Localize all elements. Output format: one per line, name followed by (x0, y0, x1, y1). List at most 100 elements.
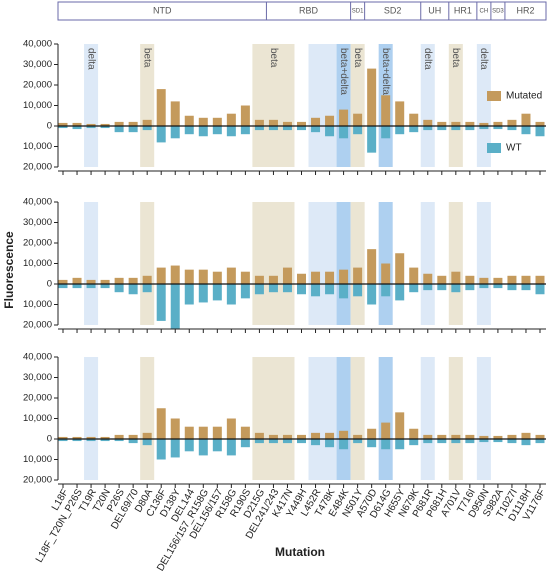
highlight-band (308, 44, 337, 167)
bar (212, 126, 222, 135)
bar (367, 126, 377, 153)
bar (268, 434, 278, 439)
bar (353, 267, 363, 284)
highlight-band (140, 44, 155, 167)
bar (58, 439, 68, 442)
bar (493, 277, 503, 284)
bar (212, 426, 222, 439)
bar (423, 284, 433, 291)
y-tick-label: 20,000 (23, 393, 52, 404)
bar (493, 284, 503, 289)
bar (114, 284, 124, 293)
bar (339, 126, 349, 139)
bar (353, 434, 363, 439)
bar (311, 284, 321, 297)
y-tick-label: 0 (47, 279, 52, 290)
highlight-band (350, 202, 365, 325)
bar (297, 434, 306, 439)
bar (156, 439, 166, 460)
bar (507, 439, 517, 444)
bar (282, 121, 292, 126)
bar (353, 439, 363, 444)
bar (451, 121, 461, 126)
bar (521, 284, 531, 291)
highlight-band (84, 44, 99, 167)
bar (479, 284, 489, 289)
bar (282, 126, 292, 131)
bar (72, 122, 82, 126)
domain-label: HR2 (516, 5, 534, 15)
bar (58, 284, 68, 289)
bar (437, 121, 447, 126)
bar (465, 126, 475, 131)
bar (521, 113, 531, 126)
bar (254, 275, 264, 284)
y-tick-label: 40,000 (23, 352, 52, 363)
bar (184, 115, 194, 126)
bar (409, 439, 419, 446)
y-tick-label: 40,000 (23, 197, 52, 208)
bar (507, 126, 517, 131)
bar (184, 126, 194, 135)
bar (297, 121, 306, 126)
bar (535, 439, 545, 444)
bar (198, 439, 208, 456)
bar (156, 284, 166, 321)
bar (142, 439, 152, 446)
bar (268, 439, 278, 444)
band-label: delta (478, 48, 489, 70)
bar (240, 439, 250, 448)
band-label: beta (142, 48, 153, 68)
bar (311, 117, 321, 126)
bar (423, 434, 433, 439)
bar (451, 434, 461, 439)
bar (535, 126, 545, 137)
bar (311, 126, 321, 133)
bar (128, 121, 138, 126)
bar (311, 432, 321, 439)
bar (297, 284, 306, 295)
bar (226, 284, 236, 305)
bar (409, 428, 419, 439)
band-label: delta (422, 48, 433, 70)
band-label: beta+delta (338, 48, 349, 95)
domain-label: SD2 (384, 5, 402, 15)
domain-label: RBD (299, 5, 319, 15)
y-tick-label: 20,000 (23, 162, 52, 173)
bar (381, 95, 391, 126)
bar (297, 126, 306, 131)
bar (268, 126, 278, 131)
bar (170, 265, 180, 284)
bar (170, 418, 180, 439)
bar (395, 439, 405, 450)
highlight-band (476, 202, 491, 325)
bar (297, 439, 306, 444)
bar (184, 439, 194, 452)
highlight-band (420, 44, 435, 167)
bar (535, 434, 545, 439)
highlight-band (84, 202, 99, 325)
bar (184, 426, 194, 439)
bar (212, 284, 222, 301)
bar (142, 126, 152, 131)
bar (521, 126, 531, 135)
bar (240, 426, 250, 439)
bar (86, 279, 96, 284)
bar (198, 426, 208, 439)
highlight-band (476, 44, 491, 167)
bar (339, 269, 349, 284)
bar (268, 119, 278, 126)
y-axis-label: Fluorescence (2, 231, 16, 309)
bar (311, 439, 321, 446)
bar (325, 432, 335, 439)
highlight-band (84, 357, 99, 480)
legend-label: Mutated (506, 91, 542, 102)
highlight-band (140, 357, 155, 480)
bar (268, 275, 278, 284)
bar (521, 275, 531, 284)
bar (254, 126, 264, 131)
highlight-band (420, 202, 435, 325)
bar (128, 277, 138, 284)
band-label: delta (85, 48, 96, 70)
